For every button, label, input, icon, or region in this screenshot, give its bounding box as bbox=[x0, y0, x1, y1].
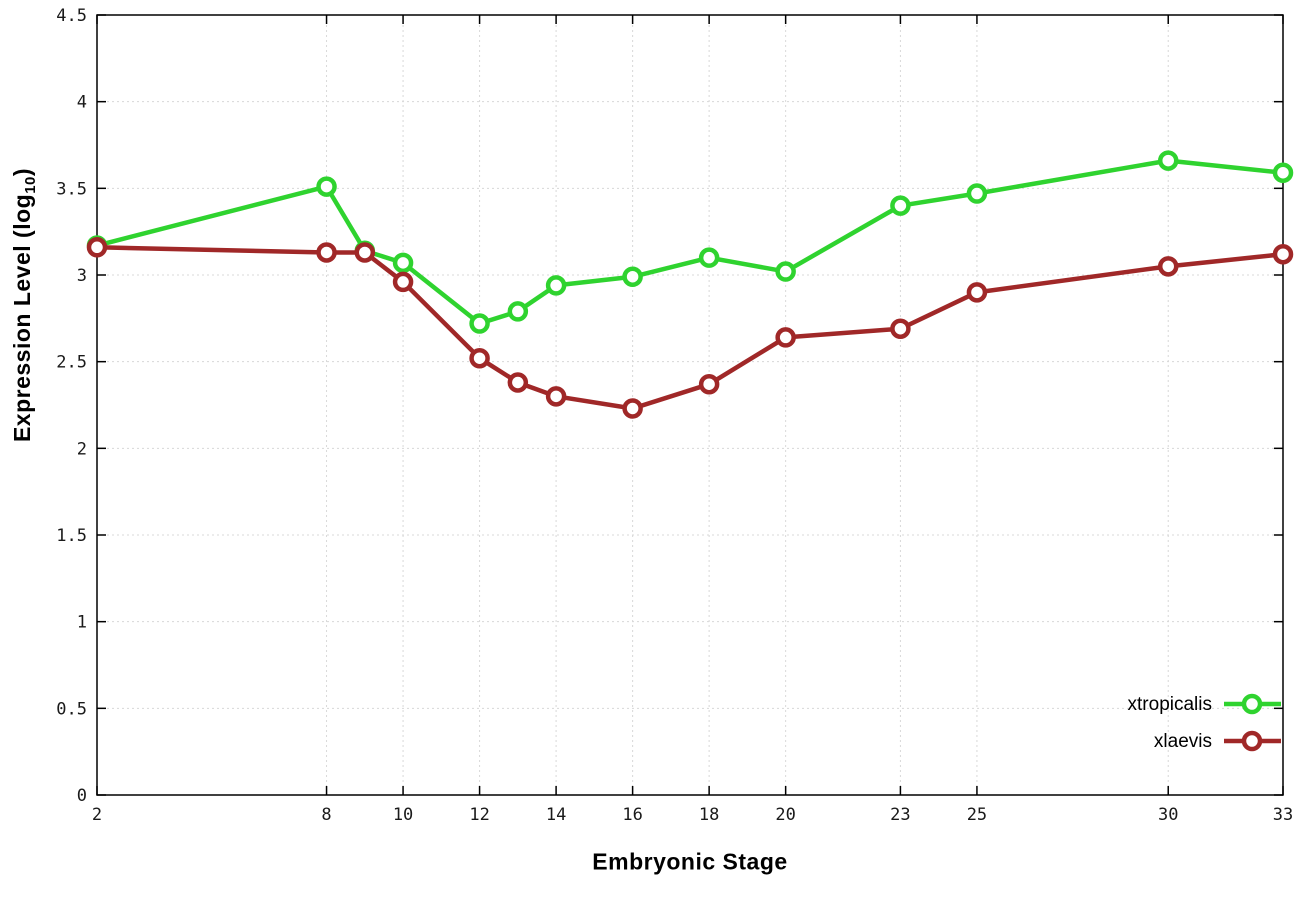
tick-labels: 2 8 10 12 14 16 18 20 23 25 30 33 0 0.5 1 1.5 2 2.5 3 3.5 4 4… bbox=[56, 6, 1293, 825]
legend-label: xtropicalis bbox=[1128, 694, 1212, 715]
data-point-marker bbox=[392, 271, 414, 293]
data-point-marker bbox=[316, 176, 337, 197]
data-point-marker bbox=[392, 252, 414, 274]
x-tick-label: 30 bbox=[1158, 805, 1178, 825]
data-point-marker bbox=[622, 398, 643, 419]
data-point-marker bbox=[545, 386, 567, 407]
y-tick-label: 4 bbox=[77, 93, 87, 113]
legend-marker-sample bbox=[1241, 730, 1263, 752]
data-point-marker bbox=[890, 318, 911, 339]
y-tick-label: 2 bbox=[77, 439, 87, 459]
series-line bbox=[94, 158, 1286, 326]
y-tick-label: 1.5 bbox=[56, 526, 87, 546]
data-point-marker bbox=[1272, 162, 1294, 183]
x-tick-label: 12 bbox=[469, 805, 489, 825]
x-tick-label: 20 bbox=[775, 805, 795, 825]
legend-marker-sample bbox=[1241, 693, 1263, 715]
data-point-marker bbox=[698, 247, 720, 268]
y-tick-label: 3.5 bbox=[56, 179, 87, 199]
x-tick-label: 23 bbox=[890, 805, 910, 825]
legend-label: xlaevis bbox=[1154, 731, 1212, 752]
x-tick-label: 8 bbox=[321, 805, 331, 825]
x-tick-label: 10 bbox=[393, 805, 413, 825]
legend: xtropicalis xlaevis bbox=[1128, 693, 1281, 752]
x-tick-label: 2 bbox=[92, 805, 102, 825]
data-point-marker bbox=[507, 301, 529, 322]
data-point-marker bbox=[354, 242, 376, 263]
series-xlaevis bbox=[86, 237, 1294, 419]
data-point-marker bbox=[469, 347, 490, 369]
data-point-marker bbox=[966, 183, 988, 204]
y-tick-label: 4.5 bbox=[56, 6, 87, 26]
y-tick-label: 0.5 bbox=[56, 699, 87, 719]
axis-ticks bbox=[96, 14, 1284, 796]
y-tick-label: 3 bbox=[77, 266, 87, 286]
data-point-marker bbox=[86, 237, 108, 258]
data-point-marker bbox=[1272, 243, 1294, 265]
data-point-marker bbox=[698, 373, 720, 395]
x-tick-label: 33 bbox=[1273, 805, 1293, 825]
data-point-marker bbox=[775, 327, 796, 348]
data-point-marker bbox=[775, 261, 796, 282]
data-point-marker bbox=[890, 195, 911, 216]
data-point-marker bbox=[469, 313, 490, 334]
y-tick-label: 0 bbox=[77, 786, 87, 806]
series-xtropicalis bbox=[86, 150, 1294, 334]
data-point-marker bbox=[316, 242, 337, 263]
data-point-marker bbox=[1157, 256, 1179, 277]
data-point-marker bbox=[622, 266, 643, 287]
plot-border bbox=[96, 14, 1284, 796]
legend-item-xtropicalis: xtropicalis bbox=[1128, 693, 1281, 715]
gridlines bbox=[96, 14, 1284, 796]
data-point-marker bbox=[507, 372, 529, 393]
data-point-marker bbox=[1157, 150, 1179, 171]
y-axis-label-suffix: ) bbox=[9, 167, 35, 177]
data-point-marker bbox=[545, 275, 567, 296]
y-tick-label: 1 bbox=[77, 613, 87, 633]
y-axis-label: Expression Level (log10) bbox=[9, 168, 39, 442]
legend-item-xlaevis: xlaevis bbox=[1154, 730, 1281, 752]
y-axis-label-subscript: 10 bbox=[22, 176, 39, 194]
x-tick-label: 16 bbox=[622, 805, 642, 825]
y-tick-label: 2.5 bbox=[56, 353, 87, 373]
data-point-marker bbox=[966, 282, 988, 303]
x-tick-label: 18 bbox=[699, 805, 719, 825]
y-axis-label-text: Expression Level (log bbox=[9, 193, 35, 443]
x-axis-label: Embryonic Stage bbox=[592, 848, 788, 875]
x-tick-label: 25 bbox=[967, 805, 987, 825]
x-tick-label: 14 bbox=[546, 805, 566, 825]
series-line bbox=[94, 245, 1286, 411]
